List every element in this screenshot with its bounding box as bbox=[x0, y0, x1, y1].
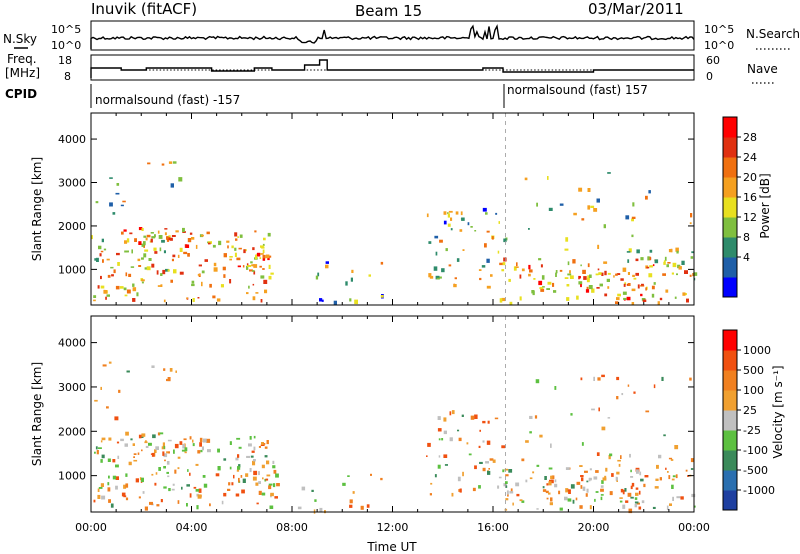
power-colorbar-segment bbox=[723, 117, 737, 138]
power-colorbar-tick: 8 bbox=[743, 231, 750, 244]
vel-colorbar-tick: 1000 bbox=[743, 344, 771, 357]
power-colorbar-segment bbox=[723, 177, 737, 198]
freq-right-tick-top: 60 bbox=[706, 54, 720, 67]
power-colorbar-segment bbox=[723, 157, 737, 178]
nsearch-label: N.Search bbox=[746, 27, 800, 41]
freq-right-tick-bottom: 0 bbox=[706, 70, 713, 83]
vel-colorbar-segment bbox=[723, 490, 737, 511]
noise-right-tick-bottom: 10^0 bbox=[704, 39, 734, 52]
power-panel: 1000 2000 3000 4000 Slant Range [km] 28 24 20… bbox=[30, 112, 772, 306]
power-colorbar-tick: 24 bbox=[743, 151, 757, 164]
power-colorbar-segment bbox=[723, 257, 737, 278]
vel-colorbar-tick: -25 bbox=[743, 424, 761, 437]
vel-colorbar-segment bbox=[723, 430, 737, 451]
velocity-scatter bbox=[93, 316, 696, 514]
station-title: Inuvik (fitACF) bbox=[91, 0, 197, 18]
freq-panel: Freq. [MHz] 18 8 60 0 Nave bbox=[5, 52, 778, 84]
power-ytick-label: 2000 bbox=[58, 220, 86, 233]
power-colorbar-segment bbox=[723, 217, 737, 238]
power-colorbar-segment bbox=[723, 137, 737, 158]
vel-colorbar-segment bbox=[723, 410, 737, 431]
power-colorbar: 28 24 20 16 12 8 4 bbox=[722, 116, 757, 298]
power-colorbar-segment bbox=[723, 237, 737, 258]
vel-ytick-label: 1000 bbox=[58, 470, 86, 483]
x-tick-label: 16:00 bbox=[477, 521, 509, 534]
vel-colorbar-tick: -1000 bbox=[743, 484, 775, 497]
vel-colorbar-tick: 500 bbox=[743, 364, 764, 377]
cpid-panel: CPID normalsound (fast) -157 normalsound… bbox=[5, 83, 648, 108]
vel-colorbar-segment bbox=[723, 370, 737, 391]
cpid-left-text: normalsound (fast) -157 bbox=[95, 93, 240, 107]
power-ytick-label: 1000 bbox=[58, 263, 86, 276]
power-colorbar-segment bbox=[723, 197, 737, 218]
nsky-label: N.Sky bbox=[3, 32, 37, 46]
power-ytick-label: 4000 bbox=[58, 133, 86, 146]
velocity-ylabel: Slant Range [km] bbox=[30, 362, 44, 466]
freq-left-tick-bottom: 8 bbox=[64, 70, 71, 83]
power-colorbar-tick: 28 bbox=[743, 131, 757, 144]
vel-colorbar-segment bbox=[723, 330, 737, 351]
x-tick-label: 00:00 bbox=[75, 521, 107, 534]
date-title: 03/Mar/2011 bbox=[588, 0, 684, 18]
power-colorbar-tick: 16 bbox=[743, 191, 757, 204]
velocity-colorbar-label: Velocity [m s⁻¹] bbox=[771, 365, 785, 458]
power-colorbar-label: Power [dB] bbox=[758, 173, 772, 238]
vel-colorbar-tick: -100 bbox=[743, 444, 768, 457]
vel-colorbar-segment bbox=[723, 470, 737, 491]
cpid-right-text: normalsound (fast) 157 bbox=[507, 83, 648, 97]
x-axis-label: Time UT bbox=[366, 540, 417, 554]
nave-label: Nave bbox=[747, 62, 778, 76]
vel-colorbar-segment bbox=[723, 450, 737, 471]
cpid-label: CPID bbox=[5, 87, 37, 101]
x-tick-label: 12:00 bbox=[377, 521, 409, 534]
power-colorbar-tick: 4 bbox=[743, 251, 750, 264]
vel-ytick-label: 4000 bbox=[58, 337, 86, 350]
x-tick-label: 00:00 bbox=[678, 521, 710, 534]
power-ylabel: Slant Range [km] bbox=[30, 157, 44, 261]
x-tick-label: 08:00 bbox=[276, 521, 308, 534]
velocity-panel: 1000 2000 3000 4000 00:00 04:00 08:00 12:00 16:… bbox=[30, 315, 785, 534]
beam-title: Beam 15 bbox=[355, 2, 422, 20]
noise-series bbox=[90, 24, 695, 49]
noise-right-tick-top: 10^5 bbox=[704, 23, 734, 36]
power-scatter bbox=[91, 113, 698, 306]
x-tick-label: 20:00 bbox=[578, 521, 610, 534]
power-ytick-label: 3000 bbox=[58, 177, 86, 190]
vel-colorbar-segment bbox=[723, 390, 737, 411]
vel-colorbar-tick: 25 bbox=[743, 404, 757, 417]
vel-colorbar-segment bbox=[723, 350, 737, 371]
vel-ytick-label: 3000 bbox=[58, 381, 86, 394]
power-colorbar-segment bbox=[723, 277, 737, 298]
power-colorbar-tick: 20 bbox=[743, 171, 757, 184]
freq-left-tick-top: 18 bbox=[58, 54, 72, 67]
velocity-colorbar: 1000 500 100 25 -25 -100 -500 -1000 bbox=[722, 329, 775, 511]
freq-label: Freq. bbox=[7, 52, 37, 66]
x-tick-label: 04:00 bbox=[176, 521, 208, 534]
vel-ytick-label: 2000 bbox=[58, 425, 86, 438]
noise-left-tick-top: 10^5 bbox=[51, 23, 81, 36]
freq-series bbox=[90, 59, 694, 78]
vel-colorbar-tick: -500 bbox=[743, 464, 768, 477]
noise-left-tick-bottom: 10^0 bbox=[51, 39, 81, 52]
vel-colorbar-tick: 100 bbox=[743, 384, 764, 397]
freq-unit-label: [MHz] bbox=[5, 66, 40, 80]
power-colorbar-tick: 12 bbox=[743, 211, 757, 224]
noise-panel: N.Sky 10^5 10^0 10^5 10^0 N.Search bbox=[3, 20, 800, 52]
